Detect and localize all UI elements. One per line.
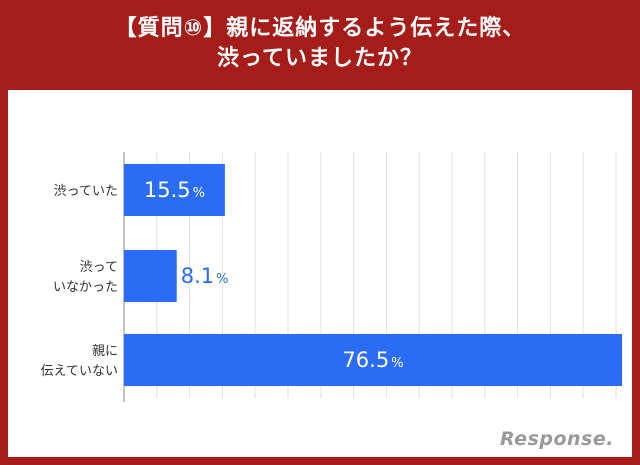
category-label-2-2: いなかった (53, 280, 118, 295)
bar-1 (124, 164, 225, 216)
chart-title-line-1: 【質問⑩】親に返納するよう伝えた際、 (114, 16, 526, 41)
category-label-1-1: 渋っていた (54, 184, 118, 199)
chart-title-header: 【質問⑩】親に返納するよう伝えた際、 渋っていましたか？ (0, 0, 640, 88)
category-label-3-2: 伝えていない (41, 364, 118, 379)
value-label-3: 76.5% (342, 348, 403, 372)
value-label-1: 15.5% (144, 178, 205, 202)
category-label-2-1: 渋って (80, 260, 118, 275)
bar-2 (124, 250, 177, 302)
category-label-3-1: 親に (92, 344, 118, 359)
chart-title-line-2: 渋っていましたか？ (217, 46, 423, 71)
value-label-2: 8.1% (181, 264, 229, 288)
response-logo: Response. (500, 428, 614, 450)
chart-panel (8, 90, 632, 457)
bar-3 (124, 334, 622, 386)
